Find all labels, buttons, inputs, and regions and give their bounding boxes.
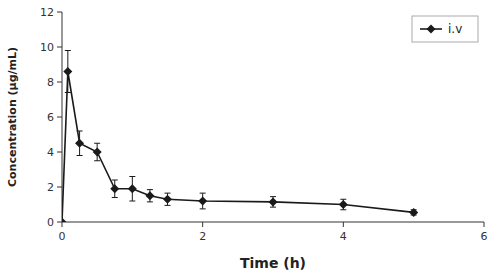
x-tick-label: 6 xyxy=(481,230,488,243)
chart: 0 2 4 6 0 2 4 6 8 10 12 Time (h) Concentration (μg/m… xyxy=(0,0,500,280)
y-tick-label: 8 xyxy=(47,76,54,89)
legend: i.v xyxy=(412,16,478,42)
data-point xyxy=(110,184,119,193)
data-point xyxy=(75,139,84,148)
data-point xyxy=(93,148,102,157)
legend-marker xyxy=(427,25,436,34)
x-tick xyxy=(484,222,485,227)
y-tick xyxy=(57,12,62,13)
data-point xyxy=(128,184,137,193)
y-tick xyxy=(57,187,62,188)
plot-area xyxy=(62,51,418,223)
data-point xyxy=(339,200,348,209)
data-line xyxy=(62,72,414,223)
y-tick-label: 10 xyxy=(40,41,54,54)
data-point xyxy=(163,195,172,204)
y-tick xyxy=(57,47,62,48)
y-tick xyxy=(57,117,62,118)
data-point xyxy=(62,218,67,223)
x-tick-label: 0 xyxy=(59,230,66,243)
data-point xyxy=(198,197,207,206)
y-tick xyxy=(57,82,62,83)
x-tick xyxy=(202,222,203,227)
x-tick xyxy=(343,222,344,227)
y-axis-label: Concentration (μg/mL) xyxy=(6,47,19,187)
y-tick-label: 0 xyxy=(47,216,54,229)
data-point xyxy=(269,197,278,206)
y-tick xyxy=(57,152,62,153)
y-tick-label: 2 xyxy=(47,181,54,194)
x-tick-label: 4 xyxy=(340,230,347,243)
data-point xyxy=(63,67,72,76)
y-tick-label: 12 xyxy=(40,6,54,19)
y-tick-label: 4 xyxy=(47,146,54,159)
legend-frame xyxy=(412,16,478,42)
y-tick xyxy=(57,222,62,223)
data-point xyxy=(409,208,418,217)
legend-label: i.v xyxy=(448,22,462,36)
data-point xyxy=(145,191,154,200)
x-axis xyxy=(62,222,484,223)
x-tick-label: 2 xyxy=(199,230,206,243)
y-tick-label: 6 xyxy=(47,111,54,124)
x-axis-label: Time (h) xyxy=(240,255,306,271)
x-tick xyxy=(62,222,63,227)
